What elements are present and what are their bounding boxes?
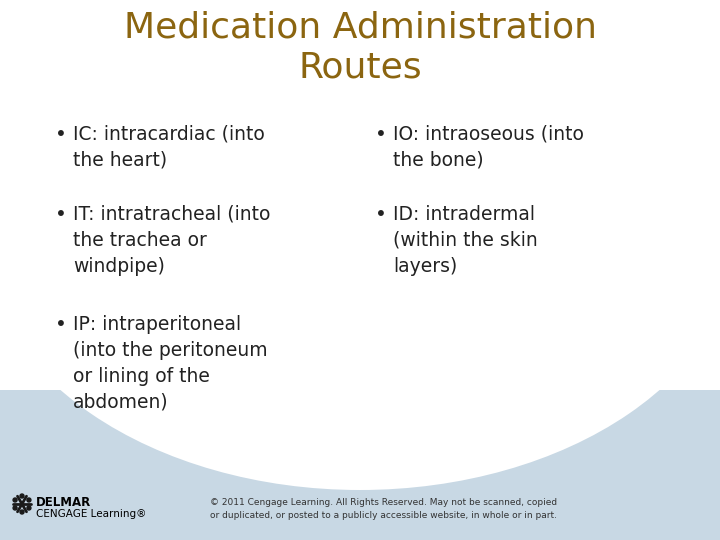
- Text: IC: intracardiac (into
the heart): IC: intracardiac (into the heart): [73, 125, 265, 170]
- Text: •: •: [55, 205, 67, 224]
- Circle shape: [13, 506, 17, 510]
- Circle shape: [27, 498, 31, 502]
- Text: Medication Administration
Routes: Medication Administration Routes: [124, 10, 596, 85]
- Text: DELMAR: DELMAR: [36, 496, 91, 509]
- Ellipse shape: [0, 0, 720, 490]
- Text: •: •: [375, 205, 387, 224]
- Text: •: •: [55, 125, 67, 144]
- Circle shape: [13, 498, 17, 502]
- Text: IP: intraperitoneal
(into the peritoneum
or lining of the
abdomen): IP: intraperitoneal (into the peritoneum…: [73, 315, 268, 411]
- Text: •: •: [55, 315, 67, 334]
- Circle shape: [20, 510, 24, 514]
- Text: •: •: [375, 125, 387, 144]
- Text: IT: intratracheal (into
the trachea or
windpipe): IT: intratracheal (into the trachea or w…: [73, 205, 271, 275]
- FancyBboxPatch shape: [0, 0, 720, 390]
- Circle shape: [20, 494, 24, 498]
- Circle shape: [27, 506, 31, 510]
- Text: ID: intradermal
(within the skin
layers): ID: intradermal (within the skin layers): [393, 205, 538, 275]
- Text: CENGAGE Learning®: CENGAGE Learning®: [36, 509, 146, 519]
- Text: © 2011 Cengage Learning. All Rights Reserved. May not be scanned, copied
or dupl: © 2011 Cengage Learning. All Rights Rese…: [210, 498, 557, 519]
- Text: IO: intraoseous (into
the bone): IO: intraoseous (into the bone): [393, 125, 584, 170]
